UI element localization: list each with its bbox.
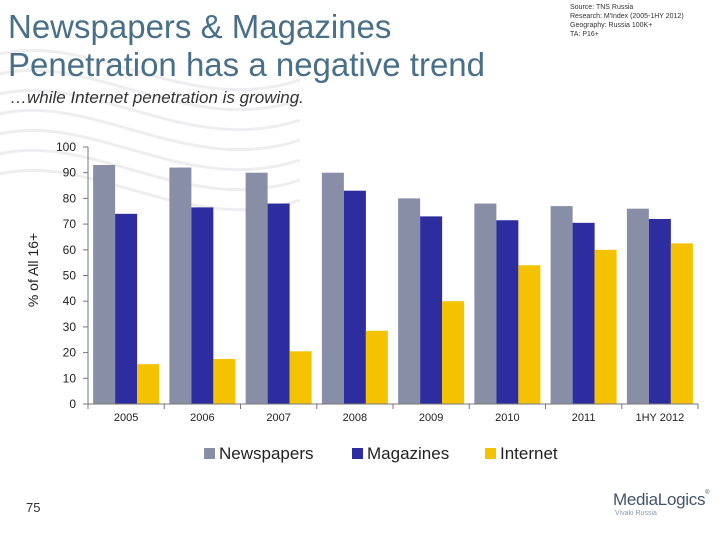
y-tick-label: 30 — [63, 320, 77, 334]
y-tick-label: 50 — [63, 269, 77, 283]
medialogics-logo: MediaLogics® Vivaki Russia — [613, 490, 713, 517]
x-tick-label: 2006 — [190, 412, 214, 424]
bar-newspapers-2006 — [169, 167, 192, 404]
bar-internet-2011 — [594, 249, 617, 404]
legend-label-newspapers: Newspapers — [219, 444, 314, 463]
legend-label-internet: Internet — [500, 444, 558, 463]
bar-magazines-2010 — [496, 220, 519, 404]
y-tick-label: 90 — [63, 166, 77, 180]
bar-internet-2009 — [442, 301, 465, 404]
bar-magazines-2009 — [420, 216, 443, 404]
source-line: Source: TNS Russia — [570, 4, 634, 11]
bar-newspapers-2010 — [474, 203, 497, 404]
bar-magazines-2006 — [191, 207, 214, 404]
bar-magazines-2005 — [115, 213, 138, 404]
geography-line: Geography: Russia 100K+ — [570, 22, 653, 29]
x-tick-label: 2011 — [572, 412, 596, 424]
bar-internet-2010 — [518, 265, 541, 404]
x-tick-label: 2010 — [495, 412, 519, 424]
y-tick-label: 80 — [63, 191, 77, 205]
legend-swatch-newspapers — [204, 448, 215, 459]
bar-internet-2008 — [365, 330, 388, 404]
logo-tagline: Vivaki Russia — [615, 510, 657, 517]
bar-newspapers-1hy-2012 — [626, 208, 649, 404]
bar-newspapers-2007 — [245, 172, 268, 404]
y-tick-label: 0 — [69, 397, 76, 411]
y-tick-label: 60 — [63, 243, 77, 257]
y-tick-label: 10 — [63, 371, 77, 385]
bar-magazines-2007 — [267, 203, 290, 404]
logo-name: MediaLogics — [613, 490, 706, 509]
legend-label-magazines: Magazines — [367, 444, 449, 463]
bar-magazines-2008 — [343, 190, 366, 404]
target-audience-line: TA: P16+ — [570, 31, 599, 38]
bar-newspapers-2011 — [550, 206, 573, 404]
chart-legend: Newspapers Magazines Internet — [204, 444, 558, 463]
bar-magazines-2011 — [572, 222, 595, 404]
x-tick-label: 2007 — [266, 412, 290, 424]
y-tick-label: 70 — [63, 217, 77, 231]
x-tick-label: 2009 — [419, 412, 443, 424]
bar-internet-1hy-2012 — [670, 243, 693, 404]
bar-newspapers-2005 — [93, 164, 116, 404]
bar-newspapers-2008 — [321, 172, 344, 404]
x-tick-label: 2005 — [114, 412, 138, 424]
bar-magazines-1hy-2012 — [648, 218, 671, 404]
page-number: 75 — [26, 500, 41, 515]
y-tick-label: 100 — [56, 140, 76, 154]
x-tick-label: 2008 — [343, 412, 367, 424]
legend-swatch-internet — [485, 448, 496, 459]
bar-internet-2005 — [137, 364, 160, 404]
slide-subtitle: …while Internet penetration is growing. — [10, 88, 304, 107]
bar-internet-2006 — [213, 359, 236, 404]
source-note: Source: TNS Russia Research: M'Index (20… — [570, 3, 684, 39]
y-tick-label: 20 — [63, 346, 77, 360]
bar-newspapers-2009 — [398, 198, 421, 404]
research-line: Research: M'Index (2005-1HY 2012) — [570, 13, 684, 20]
legend-swatch-magazines — [352, 448, 363, 459]
logo-trademark: ® — [705, 490, 710, 496]
bar-internet-2007 — [289, 351, 312, 404]
slide-title: Newspapers & Magazines Penetration has a… — [8, 8, 486, 83]
y-tick-label: 40 — [63, 294, 77, 308]
y-axis-label: % of All 16+ — [25, 233, 41, 307]
x-tick-label: 1HY 2012 — [636, 412, 685, 424]
